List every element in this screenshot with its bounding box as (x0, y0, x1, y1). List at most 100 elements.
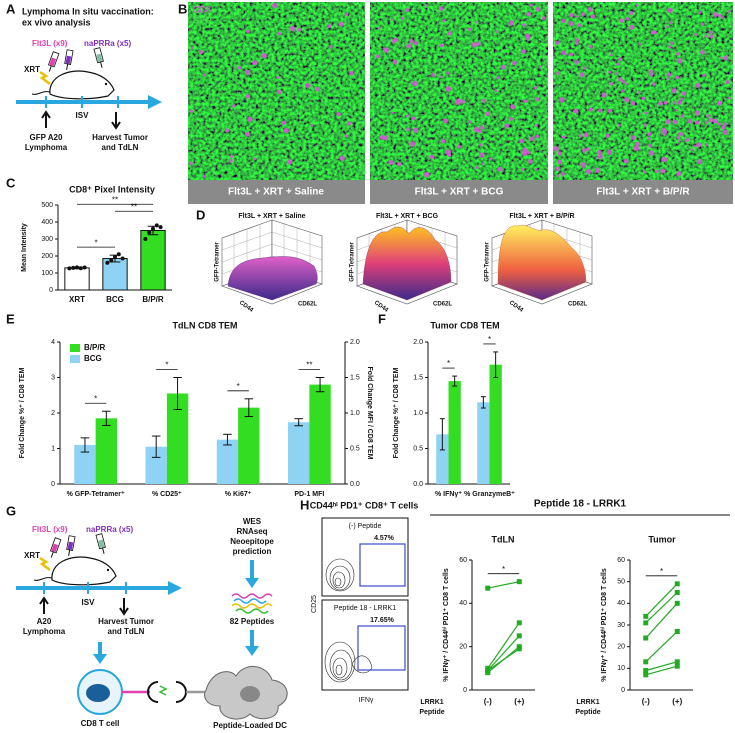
y-tick-label: 0 (621, 687, 625, 694)
cd8-cell (510, 104, 516, 110)
cd8-cell (457, 144, 462, 149)
bar (436, 434, 449, 484)
x-tick-label: XRT (69, 295, 85, 304)
flow-title: CD44ʰⁱ PD1⁺ CD8⁺ T cells (310, 499, 418, 510)
receptor (147, 681, 159, 703)
y-axis-label: CD44 (238, 300, 255, 314)
cd8-cell (672, 100, 676, 105)
cd8-cell (717, 122, 721, 126)
drug-label: Flt3L (x9) (32, 39, 68, 48)
cd8-cell (447, 152, 452, 158)
y-tick-label: 50 (617, 579, 625, 586)
arrow (39, 596, 49, 614)
dc-nucleus (240, 686, 260, 702)
cd8-cell (568, 21, 574, 26)
cd8-cell (412, 80, 418, 87)
cd8-cell (562, 135, 566, 139)
cd8-cell (328, 44, 333, 49)
cd8-cell (230, 155, 234, 159)
cd8-cell (523, 99, 528, 103)
cd8-cell (276, 89, 282, 95)
syringe (95, 533, 108, 556)
cd8-cell (520, 49, 526, 54)
cd8-cell (522, 147, 528, 154)
cd8-cell (617, 123, 621, 127)
cd8-cell (557, 159, 562, 165)
y2-tick-label: 0.0 (350, 481, 360, 488)
cd8-cell (635, 3, 639, 7)
cd8-cell (497, 166, 503, 172)
x-tick-label: PD-1 MFI (294, 491, 324, 498)
cd8-cell (561, 18, 566, 24)
z-axis-label: GFP-Tetramer (485, 242, 491, 282)
cd8-cell (405, 114, 409, 118)
x-axis-label: CD62L (568, 302, 587, 308)
cd8-cell (471, 42, 477, 48)
y-tick-label: 30 (617, 622, 625, 629)
cd8-cell (287, 159, 293, 165)
cd8-cell (680, 114, 685, 119)
cd8-cell (411, 116, 416, 121)
cd8-cell (247, 116, 253, 122)
data-point (643, 620, 649, 626)
significance-label: * (165, 361, 168, 370)
cd8-cell (468, 120, 472, 124)
timeline-arrow (168, 581, 182, 595)
data-point (643, 613, 649, 619)
data-point (147, 230, 152, 235)
pair-line (645, 592, 678, 624)
cd8-cell (390, 18, 393, 21)
significance-label: ** (306, 361, 312, 370)
pair-line (487, 648, 520, 671)
panel-label: H (300, 497, 309, 512)
y-tick-label: 40 (617, 600, 625, 607)
cd8-cell (705, 121, 709, 125)
cd8-cell (706, 113, 711, 118)
cd8-cell (246, 29, 250, 33)
micrograph (553, 2, 733, 180)
cd8-cell (439, 75, 443, 78)
cd8-cell (668, 45, 672, 49)
data-point (516, 646, 522, 652)
x-tick-label: % CD25⁺ (152, 491, 182, 498)
timeline-label: GFP A20 (30, 133, 63, 142)
cd8-cell (665, 119, 671, 125)
syringe (47, 537, 62, 560)
radiation (39, 70, 51, 85)
cd8-cell (479, 143, 483, 147)
micrograph (188, 2, 365, 180)
data-point (71, 265, 76, 270)
data-point (151, 226, 155, 231)
timeline-label: and TdLN (102, 143, 139, 152)
cd8-cell (535, 134, 540, 139)
cd8-cell (560, 172, 565, 177)
data-point (116, 252, 121, 257)
cd8-cell (697, 159, 702, 165)
cd8-cell (480, 125, 485, 130)
cd8-cell (534, 86, 538, 90)
cd8-cell (588, 44, 593, 49)
y-tick-label: 20 (459, 644, 467, 651)
cd8-cell (580, 162, 587, 168)
flow-plot (321, 517, 409, 597)
significance-label: * (94, 238, 97, 247)
x-axis-label: LRRK1 (576, 699, 599, 706)
data-point (674, 659, 680, 665)
cd8-cell (512, 60, 517, 66)
cd8-cell (648, 72, 654, 77)
cd8-cell (490, 157, 493, 160)
stain-label: GFP (193, 15, 212, 25)
chart-title: Tumor CD8 TEM (430, 320, 499, 330)
legend-swatch (70, 344, 80, 352)
arrow (41, 110, 51, 128)
cd8-cell (621, 80, 625, 84)
cd8-cell (383, 47, 389, 53)
cd8-cell (189, 161, 193, 166)
y-axis-label: Fold Change %⁺ / CD8 TEM (393, 367, 400, 458)
cd8-cell (198, 49, 204, 55)
cd8-cell (662, 127, 666, 131)
cd8-cell (527, 151, 531, 155)
cd8-cell (624, 97, 630, 103)
cd8-cell (575, 15, 579, 18)
